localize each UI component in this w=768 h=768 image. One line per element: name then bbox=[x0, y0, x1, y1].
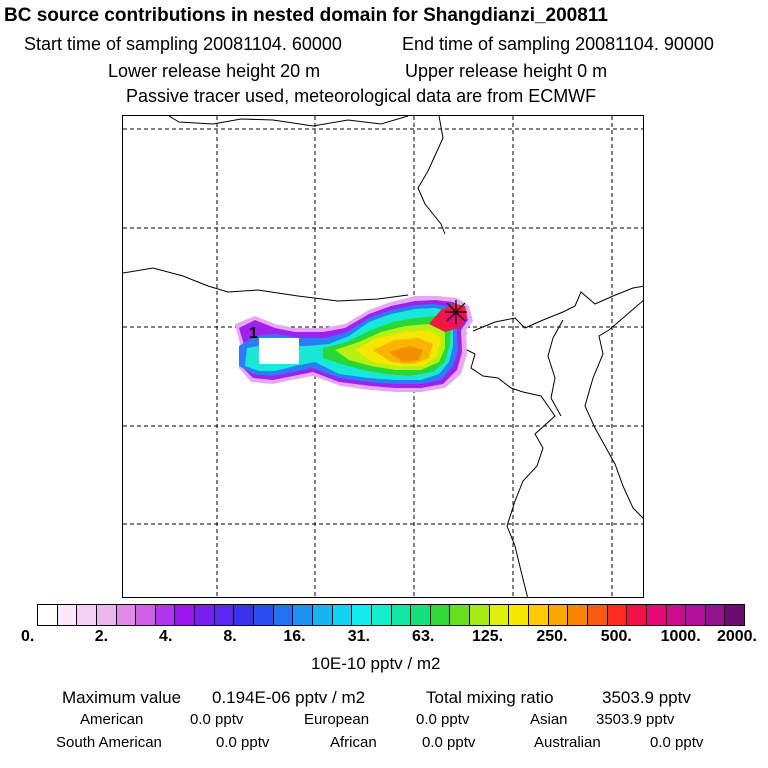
colorbar-swatch bbox=[273, 605, 294, 625]
colorbar-tick-label: 31. bbox=[347, 628, 370, 645]
colorbar-swatch bbox=[509, 605, 530, 625]
colorbar-swatch bbox=[155, 605, 176, 625]
mongolia-border bbox=[123, 267, 409, 302]
china-coast bbox=[472, 285, 643, 332]
colorbar-swatch bbox=[312, 605, 333, 625]
colorbar-tick-label: 0. bbox=[21, 628, 35, 645]
colorbar-swatch bbox=[430, 605, 451, 625]
end-time-sampling: End time of sampling 20081104. 90000 bbox=[402, 34, 714, 54]
east-coast-lower bbox=[584, 300, 643, 519]
colorbar-tick-label: 2. bbox=[94, 628, 109, 645]
northern-border bbox=[168, 116, 409, 127]
colorbar-swatch bbox=[450, 605, 471, 625]
colorbar-tick-label: 125. bbox=[471, 628, 504, 645]
region-name: Australian bbox=[534, 734, 601, 751]
colorbar-swatch bbox=[352, 605, 372, 625]
region-value: 0.0 pptv bbox=[416, 711, 470, 728]
lower-release-height: Lower release height 20 m bbox=[108, 61, 321, 81]
region-value: 0.0 pptv bbox=[422, 734, 476, 751]
colorbar-tick-label: 63. bbox=[412, 628, 435, 645]
colorbar-swatch bbox=[57, 605, 78, 625]
colorbar-swatch bbox=[254, 605, 274, 625]
colorbar-tick-label: 2000. bbox=[716, 628, 758, 645]
colorbar-units: 10E-10 pptv / m2 bbox=[311, 654, 441, 673]
colorbar-swatch bbox=[568, 605, 588, 625]
tracer-plume bbox=[235, 296, 473, 392]
start-time-sampling: Start time of sampling 20081104. 60000 bbox=[24, 34, 342, 54]
max-value: 0.194E-06 pptv / m2 bbox=[212, 688, 366, 707]
colorbar-swatch bbox=[38, 605, 58, 625]
colorbar-swatch bbox=[686, 605, 706, 625]
region-name: European bbox=[304, 711, 370, 728]
colorbar bbox=[37, 604, 745, 626]
colorbar-swatch bbox=[214, 605, 235, 625]
colorbar-tick-label: 4. bbox=[159, 628, 173, 645]
colorbar-swatch bbox=[371, 605, 392, 625]
map-panel: 1 bbox=[122, 115, 644, 598]
colorbar-swatch bbox=[470, 605, 490, 625]
colorbar-swatch bbox=[646, 605, 667, 625]
map-canvas: 1 bbox=[123, 116, 643, 597]
lat-lon-grid bbox=[123, 116, 643, 597]
colorbar-tick-label: 250. bbox=[536, 628, 568, 645]
region-value: 0.0 pptv bbox=[190, 711, 244, 728]
colorbar-tick-label: 1000. bbox=[660, 628, 701, 645]
total-mixing-value: 3503.9 pptv bbox=[602, 688, 691, 707]
colorbar-swatch bbox=[234, 605, 255, 625]
plume-orange-core bbox=[389, 346, 423, 362]
receptor-star-icon bbox=[445, 300, 467, 324]
colorbar-swatch bbox=[136, 605, 156, 625]
region-value: 3503.9 pptv bbox=[596, 711, 675, 728]
colorbar-swatch bbox=[548, 605, 569, 625]
east-coast-upper bbox=[417, 116, 446, 235]
upper-release-height: Upper release height 0 m bbox=[405, 61, 608, 81]
tracer-note: Passive tracer used, meteorological data… bbox=[126, 86, 597, 106]
colorbar-tick-label: 8. bbox=[223, 628, 237, 645]
colorbar-swatch bbox=[607, 605, 628, 625]
colorbar-swatch bbox=[627, 605, 647, 625]
colorbar-swatch bbox=[96, 605, 117, 625]
colorbar-swatch bbox=[666, 605, 687, 625]
korea-peninsula bbox=[547, 319, 564, 417]
korea-coast bbox=[462, 331, 556, 597]
coastlines bbox=[123, 116, 643, 597]
colorbar-swatch bbox=[77, 605, 97, 625]
colorbar-swatch bbox=[587, 605, 608, 625]
colorbar-tick-label: 500. bbox=[600, 628, 632, 645]
colorbar-swatch bbox=[175, 605, 196, 625]
region-name: African bbox=[330, 734, 377, 751]
total-mixing-label: Total mixing ratio bbox=[426, 688, 554, 707]
colorbar-swatch bbox=[725, 605, 745, 625]
colorbar-tick-label: 16. bbox=[283, 628, 306, 645]
region-name: American bbox=[80, 711, 144, 728]
colorbar-swatch bbox=[293, 605, 313, 625]
max-source-marker: 1 bbox=[249, 325, 258, 342]
chart-title: BC source contributions in nested domain… bbox=[4, 5, 608, 26]
colorbar-swatch bbox=[116, 605, 137, 625]
region-name: Asian bbox=[530, 711, 568, 728]
colorbar-swatch bbox=[332, 605, 353, 625]
colorbar-swatch bbox=[411, 605, 431, 625]
region-name: South American bbox=[56, 734, 162, 751]
colorbar-swatch bbox=[195, 605, 215, 625]
region-value: 0.0 pptv bbox=[216, 734, 270, 751]
region-value: 0.0 pptv bbox=[650, 734, 704, 751]
colorbar-swatch bbox=[391, 605, 412, 625]
colorbar-swatch bbox=[529, 605, 549, 625]
plume-gap bbox=[259, 338, 299, 364]
colorbar-swatch bbox=[489, 605, 510, 625]
max-value-label: Maximum value bbox=[62, 688, 182, 707]
colorbar-swatch bbox=[705, 605, 726, 625]
